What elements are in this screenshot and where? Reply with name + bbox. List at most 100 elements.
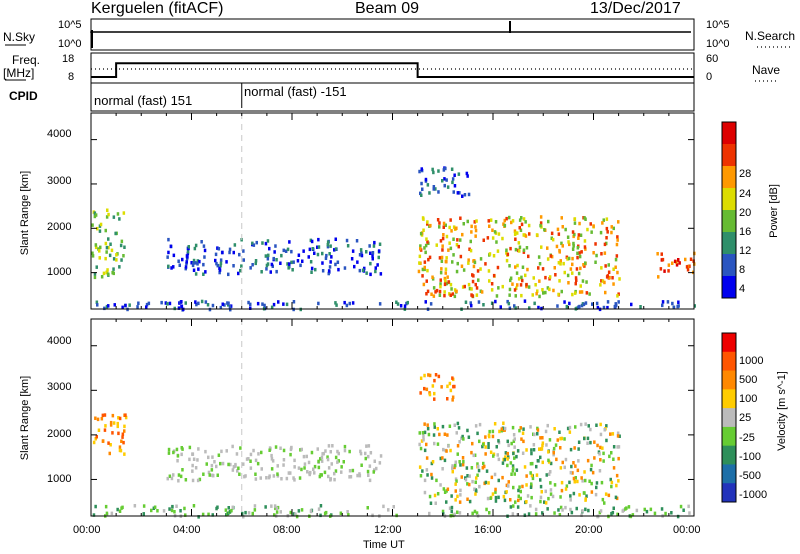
velocity-cell	[299, 448, 302, 452]
velocity-cell	[118, 416, 122, 421]
power-cell	[472, 264, 476, 269]
velocity-cell	[433, 378, 436, 383]
velocity-cell	[476, 473, 479, 477]
power-cell	[426, 268, 429, 273]
power-cell	[489, 218, 493, 222]
velocity-cell	[462, 437, 465, 441]
power-cell	[459, 216, 462, 220]
power-cell	[611, 276, 614, 280]
velocity-cell	[192, 504, 196, 508]
power-cell	[448, 241, 451, 245]
velocity-cell	[574, 464, 577, 468]
power-cell	[272, 256, 275, 261]
velocity-cell	[514, 500, 517, 504]
power-cell	[93, 211, 97, 215]
power-cell	[299, 263, 302, 268]
power-cell	[177, 259, 180, 263]
velocity-cell	[276, 472, 279, 476]
velocity-cell	[507, 480, 510, 484]
power-cell	[539, 215, 543, 219]
velocity-cell	[475, 511, 479, 515]
freq-label-1: Freq.	[12, 53, 41, 67]
velocity-cell	[454, 482, 457, 486]
power-cell	[479, 289, 483, 293]
power-cell	[685, 265, 689, 269]
power-cell	[128, 303, 131, 307]
velocity-cell	[329, 450, 332, 454]
power-cell	[221, 250, 224, 255]
power-cell	[450, 167, 454, 171]
power-cell	[317, 245, 321, 249]
power-cell	[227, 301, 230, 305]
power-cell	[578, 304, 581, 309]
power-cell	[452, 237, 455, 241]
power-cell	[491, 236, 495, 240]
velocity-cell	[569, 470, 573, 475]
velocity-cell	[451, 466, 454, 470]
velocity-cell	[541, 460, 544, 465]
velocity-cell	[602, 459, 605, 463]
velocity-cell	[264, 505, 267, 509]
power-cell	[612, 267, 615, 271]
power-cell	[223, 303, 226, 307]
velocity-cell	[599, 458, 602, 462]
velocity-cell	[513, 445, 516, 449]
power-cell	[616, 238, 619, 242]
power-cell	[474, 225, 477, 229]
power-cell	[688, 264, 691, 268]
velocity-cell	[622, 508, 625, 512]
velocity-cell	[547, 458, 550, 463]
velocity-cell	[225, 449, 228, 453]
power-cell	[612, 226, 615, 231]
velocity-cell	[422, 434, 425, 438]
velocity-cell	[395, 513, 398, 518]
velocity-cell	[473, 453, 477, 457]
power-cell	[427, 257, 430, 262]
velocity-cell	[457, 426, 461, 430]
velocity-cell	[489, 450, 493, 454]
power-cell	[584, 301, 588, 305]
velocity-cell	[317, 459, 320, 464]
velocity-cell	[529, 425, 532, 429]
power-cell	[196, 262, 199, 266]
power-cell	[194, 300, 197, 304]
velocity-cell	[452, 513, 455, 518]
power-cell	[428, 255, 432, 260]
power-cell	[455, 243, 459, 247]
power-cell	[419, 247, 422, 251]
freq-tick-lo: 8	[68, 71, 75, 83]
power-cell	[605, 217, 609, 221]
power-cell	[595, 301, 599, 306]
power-cell	[270, 305, 274, 310]
power-cell	[169, 244, 173, 249]
velocity-cell	[356, 473, 359, 478]
power-cell	[477, 300, 481, 304]
velocity-cell	[235, 452, 239, 456]
velocity-cell	[426, 473, 429, 477]
power-cell	[343, 266, 347, 270]
velocity-cell	[574, 425, 577, 429]
velocity-colorbar-swatch	[722, 389, 736, 409]
power-cell	[584, 247, 587, 251]
power-cell	[277, 300, 280, 304]
velocity-cell	[274, 506, 277, 511]
velocity-cell	[549, 470, 552, 474]
velocity-cell	[116, 421, 119, 426]
velocity-cell	[530, 448, 533, 452]
velocity-cell	[576, 479, 579, 484]
power-cell	[358, 268, 362, 273]
velocity-cell	[491, 429, 495, 434]
power-cell	[467, 192, 471, 197]
power-cell	[539, 223, 542, 228]
velocity-cell	[512, 504, 515, 508]
velocity-cell	[494, 499, 498, 503]
velocity-cell	[617, 456, 620, 461]
velocity-cell	[289, 452, 292, 457]
velocity-cell	[326, 455, 329, 459]
velocity-cell	[471, 511, 474, 516]
power-cell	[418, 254, 422, 259]
power-cell	[613, 304, 617, 309]
power-cell	[508, 293, 511, 297]
power-cell	[98, 229, 102, 233]
velocity-cell	[162, 509, 166, 513]
